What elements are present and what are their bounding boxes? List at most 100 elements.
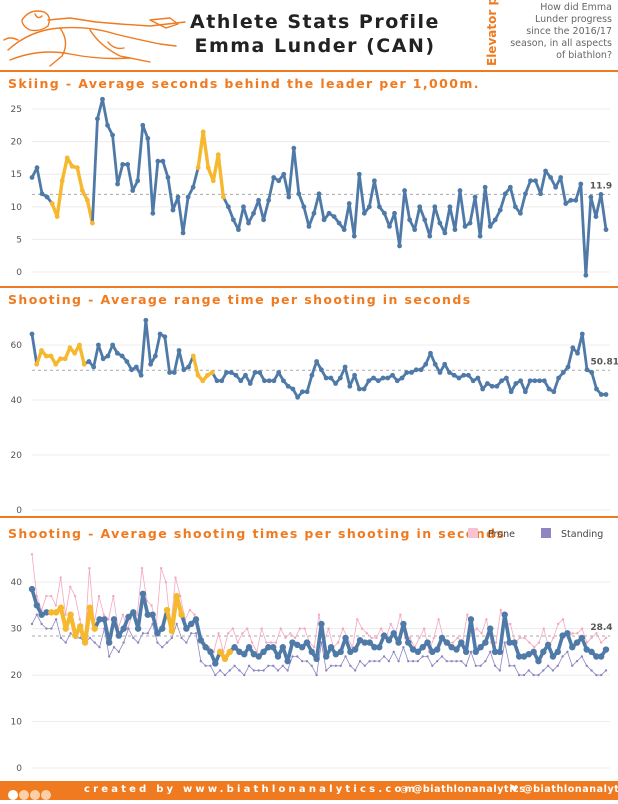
standing-point: [238, 669, 241, 672]
average-point: [400, 620, 407, 628]
line-segment: [413, 205, 422, 232]
standing-point: [508, 664, 511, 667]
standing-point: [286, 669, 289, 672]
average-point: [588, 648, 595, 656]
standing-point: [392, 650, 395, 654]
average-point: [284, 657, 291, 665]
data-point: [568, 197, 574, 203]
line-segment: [191, 166, 200, 189]
prone-line-segment: [495, 609, 502, 643]
average-line-segment: [469, 617, 478, 654]
standing-point: [484, 659, 487, 663]
standing-point: [54, 618, 58, 621]
average-point: [405, 639, 412, 646]
data-point: [238, 378, 244, 384]
standing-point: [363, 664, 367, 667]
average-point: [347, 648, 354, 656]
data-point: [565, 364, 571, 370]
line-segment: [458, 189, 467, 228]
y-tick-label: 0: [16, 506, 22, 516]
question-line: since the 2016/17: [526, 26, 612, 37]
average-point: [125, 613, 132, 621]
line-segment: [342, 202, 351, 232]
average-point: [67, 611, 74, 618]
data-point: [225, 204, 231, 210]
data-point: [579, 331, 585, 337]
prone-line-segment: [117, 614, 124, 630]
prone-line-segment: [538, 628, 545, 643]
prone-point: [164, 580, 168, 584]
average-point: [520, 653, 528, 660]
data-point: [261, 217, 267, 223]
standing-point: [339, 664, 342, 667]
line-segment: [403, 189, 412, 222]
standing-point: [402, 646, 405, 649]
data-point: [404, 370, 410, 375]
prone-point: [604, 636, 608, 640]
question-line: Lunder progress: [535, 14, 612, 25]
standing-point: [146, 632, 149, 635]
data-point: [247, 381, 253, 386]
average-line-segment: [107, 617, 116, 645]
line-segment: [589, 195, 598, 218]
prone-point: [35, 594, 38, 598]
prone-point: [336, 641, 340, 644]
prone-point: [226, 632, 230, 635]
standing-line-segment: [31, 614, 38, 625]
line-segment: [566, 346, 575, 369]
line-segment: [237, 205, 245, 232]
data-point: [43, 353, 49, 359]
average-point: [187, 620, 195, 628]
data-point: [507, 184, 513, 190]
prone-point: [537, 641, 541, 644]
data-point: [333, 381, 339, 386]
data-point: [271, 378, 277, 384]
average-point: [139, 590, 147, 597]
data-point: [412, 227, 418, 233]
twitter-handle[interactable]: ♥ @biathlonanalyt1: [510, 784, 618, 795]
instagram-handle[interactable]: ◎ @biathlonanalytics: [400, 784, 526, 795]
data-point: [428, 350, 433, 356]
data-point: [432, 361, 438, 367]
data-point: [470, 378, 476, 384]
prone-line-segment: [184, 609, 191, 620]
average-line-segment: [141, 591, 150, 617]
standing-point: [40, 622, 43, 626]
standing-point: [141, 632, 145, 635]
prone-point: [456, 636, 459, 640]
standing-point: [455, 659, 458, 663]
line-segment: [312, 192, 321, 215]
prone-line-segment: [31, 553, 38, 597]
data-point: [69, 164, 75, 169]
prone-point: [193, 613, 196, 616]
prone-point: [365, 632, 369, 635]
data-point: [351, 233, 357, 239]
standing-point: [546, 664, 550, 667]
data-point: [281, 171, 287, 177]
average-point: [429, 648, 436, 656]
average-point: [294, 641, 301, 649]
standing-line-segment: [185, 632, 192, 643]
average-point: [241, 650, 248, 658]
standing-line-segment: [557, 656, 563, 667]
title-line-1: Athlete Stats Profile: [190, 11, 440, 33]
data-point: [215, 152, 221, 158]
data-point: [133, 364, 139, 370]
data-point: [251, 210, 256, 216]
prone-line-segment: [352, 618, 358, 648]
average-point: [356, 637, 364, 644]
average-point: [183, 625, 190, 632]
prone-point: [356, 618, 359, 621]
standing-point: [460, 659, 463, 663]
data-point: [513, 381, 519, 386]
data-point: [219, 378, 225, 384]
data-point: [316, 191, 322, 197]
line-segment: [552, 376, 560, 394]
data-point: [461, 372, 467, 378]
prone-line-segment: [98, 595, 105, 616]
standing-point: [252, 669, 256, 672]
data-point: [236, 227, 241, 233]
standing-point: [407, 659, 410, 663]
data-point: [452, 227, 458, 233]
